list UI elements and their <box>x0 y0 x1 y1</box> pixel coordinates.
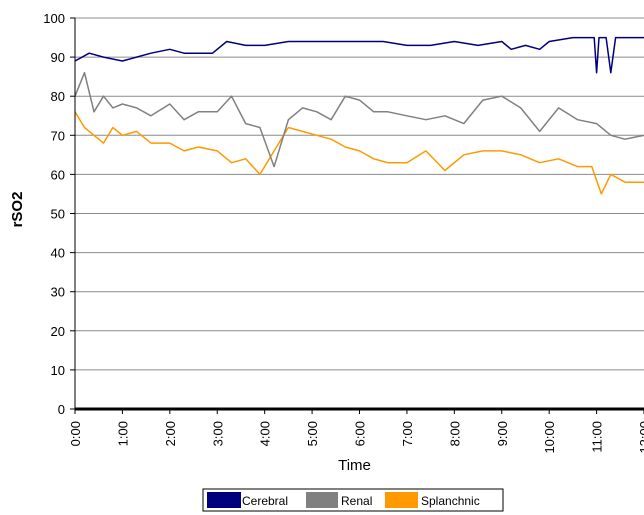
legend-swatch-splanchnic <box>385 492 418 508</box>
x-tick-label: 2:00 <box>163 421 178 446</box>
y-tick-label: 30 <box>51 285 65 300</box>
x-tick-label: 8:00 <box>447 421 462 446</box>
x-tick-label: 12:00 <box>637 421 644 454</box>
x-tick-label: 0:00 <box>68 421 83 446</box>
x-axis-title: Time <box>338 457 371 474</box>
y-tick-label: 90 <box>51 50 65 65</box>
y-tick-label: 50 <box>51 207 65 222</box>
x-tick-label: 1:00 <box>115 421 130 446</box>
series-line-splanchnic <box>74 111 644 195</box>
x-tick-label: 11:00 <box>590 421 605 453</box>
x-tick-label: 10:00 <box>542 421 557 454</box>
legend-swatch-renal <box>306 492 338 508</box>
series-line-cerebral <box>74 36 644 74</box>
x-axis-ticks: 0:00 1:00 2:00 3:00 4:00 5:00 6:00 7:00 8:00 9:00… <box>68 409 644 454</box>
x-tick-label: 4:00 <box>258 421 273 446</box>
y-axis-ticks: 0 10 20 30 40 50 60 70 80 90 100 <box>43 11 75 417</box>
legend-swatch-cerebral <box>207 492 241 508</box>
x-tick-label: 9:00 <box>495 421 510 446</box>
x-tick-label: 7:00 <box>400 421 415 446</box>
x-tick-label: 3:00 <box>210 421 225 446</box>
y-tick-label: 60 <box>51 167 65 182</box>
y-tick-label: 0 <box>58 402 65 417</box>
y-tick-label: 20 <box>51 324 65 339</box>
legend-label-renal: Renal <box>341 494 372 508</box>
x-tick-label: 5:00 <box>305 421 320 446</box>
y-tick-label: 100 <box>43 11 65 26</box>
legend-label-splanchnic: Splanchnic <box>421 494 480 508</box>
series-lines <box>74 36 644 195</box>
series-line-renal <box>74 71 644 168</box>
y-tick-label: 10 <box>51 363 65 378</box>
y-axis-title: rSO2 <box>9 192 26 228</box>
y-tick-label: 40 <box>51 246 65 261</box>
gridlines <box>75 17 644 410</box>
y-tick-label: 80 <box>51 89 65 104</box>
x-tick-label: 6:00 <box>353 421 368 446</box>
y-tick-label: 70 <box>51 128 65 143</box>
legend: Cerebral Renal Splanchnic <box>202 488 504 512</box>
legend-box <box>202 488 504 512</box>
legend-label-cerebral: Cerebral <box>242 494 288 508</box>
